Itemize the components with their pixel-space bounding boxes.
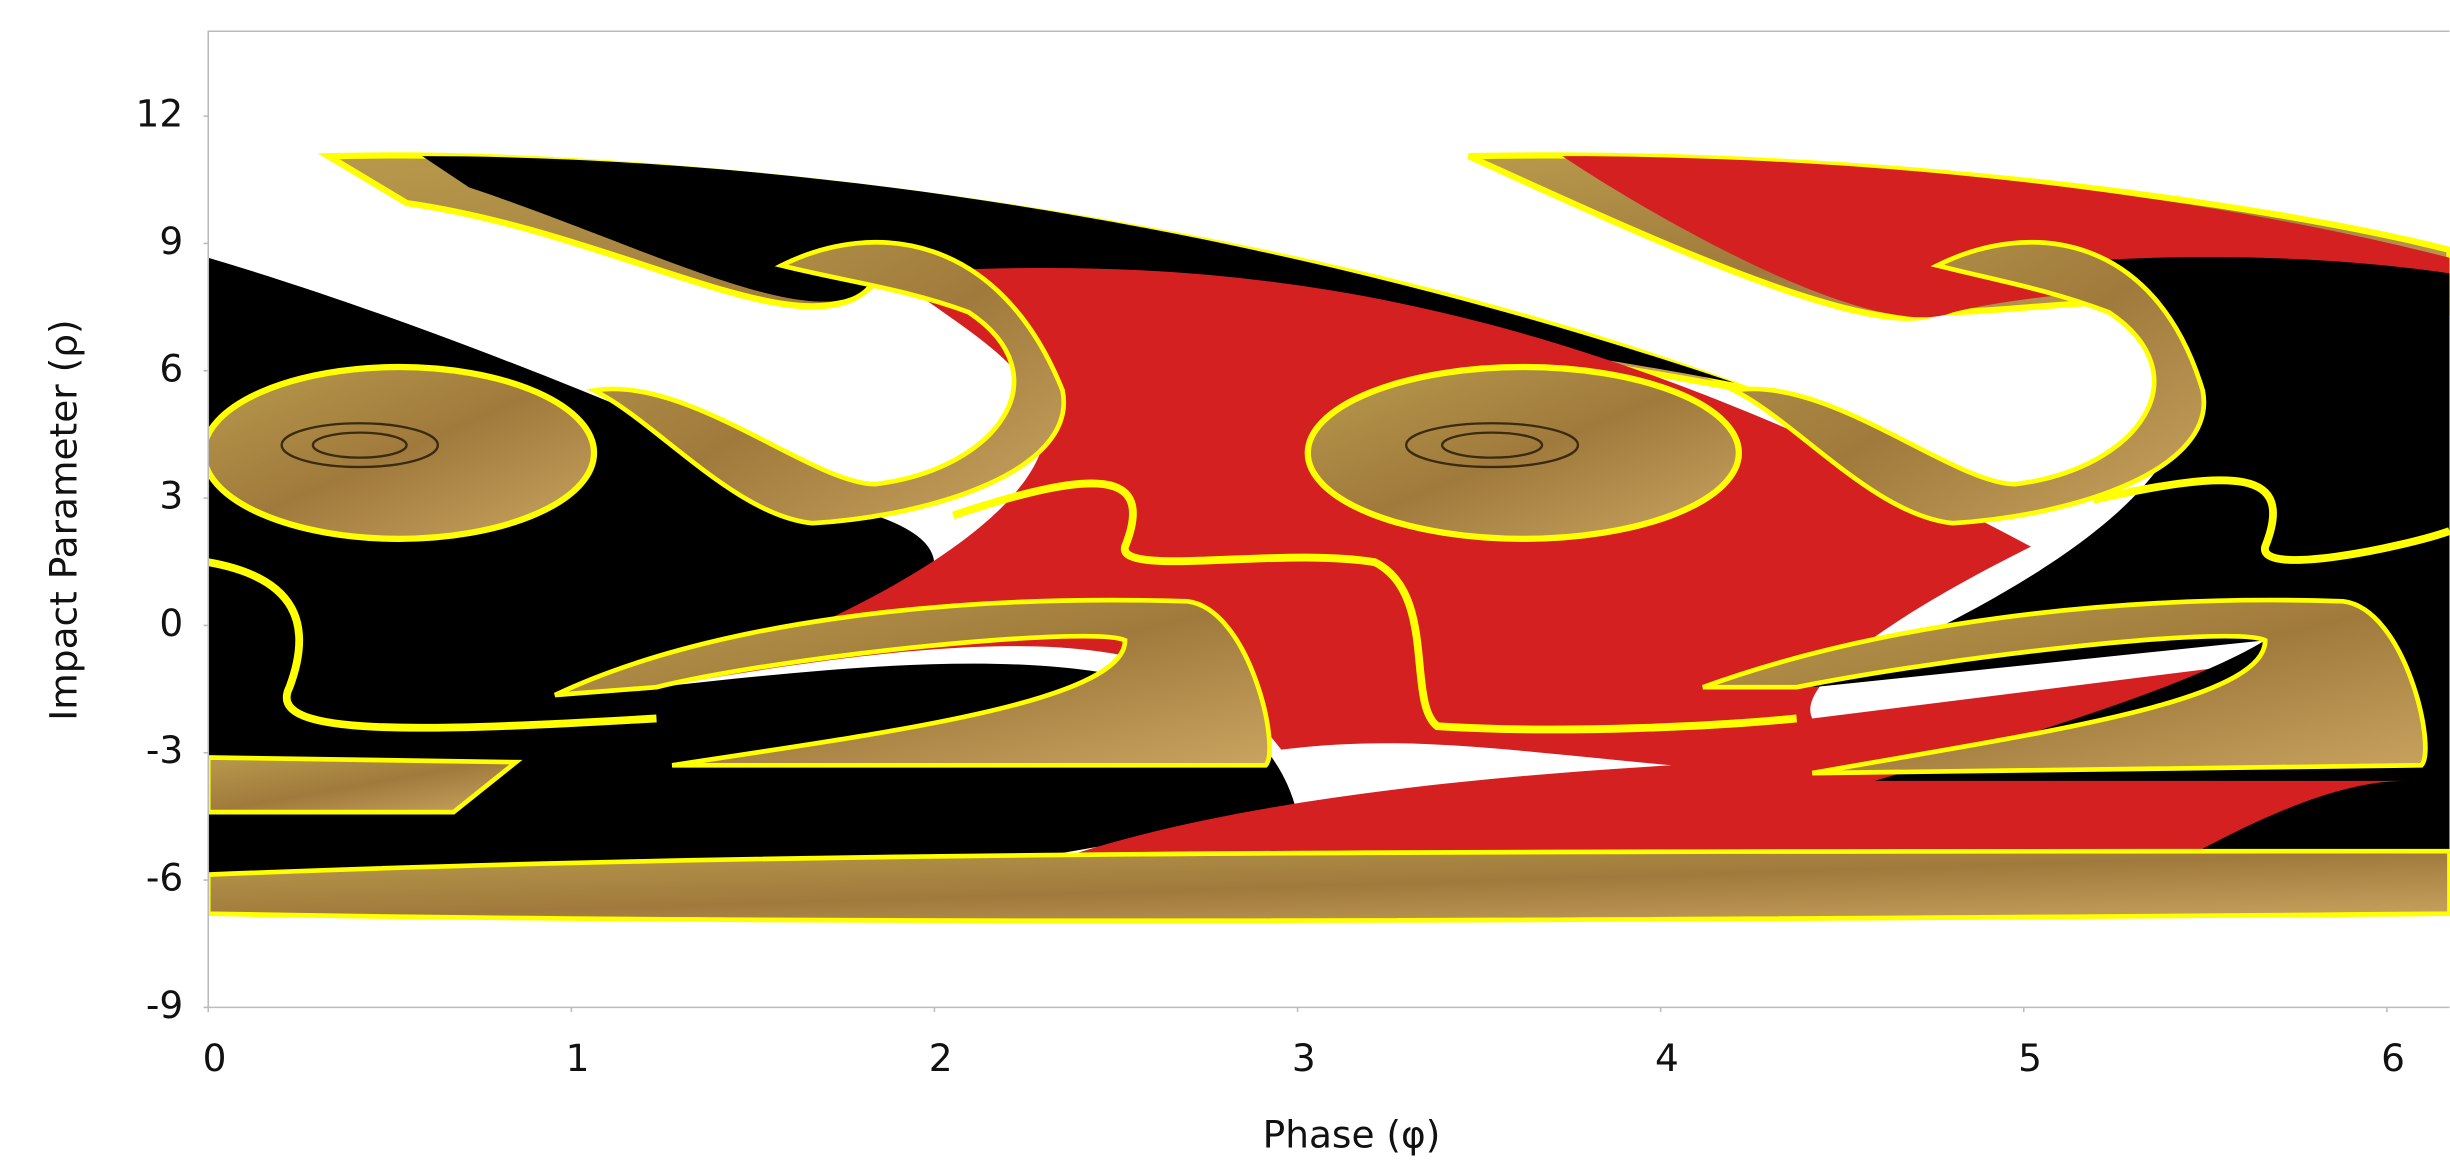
y-tick-label: 0 bbox=[159, 601, 183, 645]
y-tick-label: -6 bbox=[146, 856, 183, 900]
y-tick-label: 9 bbox=[159, 219, 183, 263]
x-tick-label: 5 bbox=[2018, 1036, 2042, 1080]
y-tick-label: 3 bbox=[159, 474, 183, 518]
y-tick-label: -3 bbox=[146, 728, 183, 772]
island bbox=[1308, 367, 1739, 539]
x-tick-label: 1 bbox=[566, 1036, 590, 1080]
x-tick-label: 3 bbox=[1292, 1036, 1316, 1080]
y-axis-label: Impact Parameter (ρ) bbox=[42, 319, 86, 720]
x-tick-label: 0 bbox=[203, 1036, 227, 1080]
x-tick-label: 6 bbox=[2381, 1036, 2405, 1080]
gold-band bbox=[208, 851, 2449, 921]
chart: -9-6-30369120123456 Phase (φ) Impact Par… bbox=[0, 0, 2450, 1162]
y-tick-label: 12 bbox=[136, 92, 184, 136]
x-tick-label: 4 bbox=[1655, 1036, 1679, 1080]
x-tick-label: 2 bbox=[929, 1036, 953, 1080]
y-tick-label: 6 bbox=[159, 346, 183, 390]
x-axis-label: Phase (φ) bbox=[1263, 1113, 1441, 1157]
y-tick-label: -9 bbox=[146, 983, 183, 1027]
page: -9-6-30369120123456 Phase (φ) Impact Par… bbox=[0, 0, 2450, 1162]
basin-image bbox=[204, 31, 2450, 1007]
